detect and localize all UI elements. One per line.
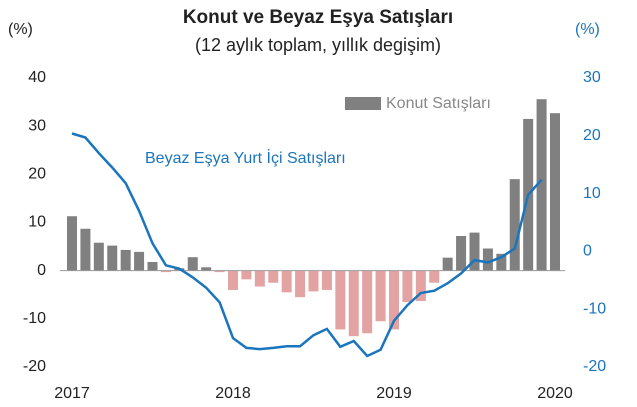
bar <box>107 245 118 271</box>
chart-subtitle: (12 aylık toplam, yıllık degişim) <box>195 35 441 55</box>
bar <box>67 216 77 271</box>
bar <box>187 257 198 271</box>
y2-axis-label: (%) <box>575 21 600 38</box>
bar <box>482 248 493 271</box>
bar <box>120 249 131 271</box>
bar <box>295 270 306 298</box>
bar <box>442 257 453 271</box>
bar <box>308 270 319 292</box>
bar <box>429 270 440 283</box>
bar <box>469 232 480 271</box>
y-tick-label: 30 <box>28 117 46 134</box>
bar <box>389 270 399 330</box>
bar <box>415 270 426 302</box>
bar <box>335 270 346 330</box>
bar <box>456 235 467 271</box>
bar <box>281 270 292 293</box>
bar <box>228 270 238 290</box>
line-label: Beyaz Eşya Yurt İçi Satışları <box>145 148 346 167</box>
bar <box>375 270 386 322</box>
bar <box>241 270 252 280</box>
bar <box>147 261 158 271</box>
x-tick-label: 2020 <box>537 385 573 402</box>
bar <box>496 253 507 271</box>
bar <box>93 242 104 271</box>
x-tick-label: 2019 <box>376 385 412 402</box>
legend-label: Konut Satışları <box>386 95 491 112</box>
bar <box>321 270 332 290</box>
y-tick-label: -10 <box>23 310 46 327</box>
bar <box>536 99 547 271</box>
y2-tick-label: -10 <box>583 300 606 317</box>
bar <box>214 270 225 273</box>
bar <box>362 270 373 334</box>
y2-tick-label: 30 <box>583 69 601 86</box>
x-tick-label: 2018 <box>215 385 251 402</box>
bar <box>550 113 560 271</box>
y-tick-label: 10 <box>28 214 46 231</box>
y-tick-label: -20 <box>23 358 46 375</box>
bar <box>509 179 520 271</box>
bar <box>80 228 91 271</box>
y-tick-label: 0 <box>37 262 46 279</box>
y-tick-label: 40 <box>28 69 46 86</box>
y2-tick-label: 20 <box>583 127 601 144</box>
bar <box>254 270 265 287</box>
bar <box>402 270 413 302</box>
bar <box>134 251 145 271</box>
y2-tick-label: 10 <box>583 185 601 202</box>
y2-tick-label: 0 <box>583 243 592 260</box>
y-axis-label: (%) <box>8 21 33 38</box>
y-tick-label: 20 <box>28 166 46 183</box>
line <box>71 132 543 358</box>
x-tick-label: 2017 <box>54 385 90 402</box>
bar <box>160 270 171 273</box>
bar <box>348 270 359 337</box>
bar <box>201 267 212 271</box>
chart-title: Konut ve Beyaz Eşya Satışları <box>183 7 453 28</box>
y2-tick-label: -20 <box>583 358 606 375</box>
bar <box>268 270 279 283</box>
legend-swatch <box>345 97 381 110</box>
